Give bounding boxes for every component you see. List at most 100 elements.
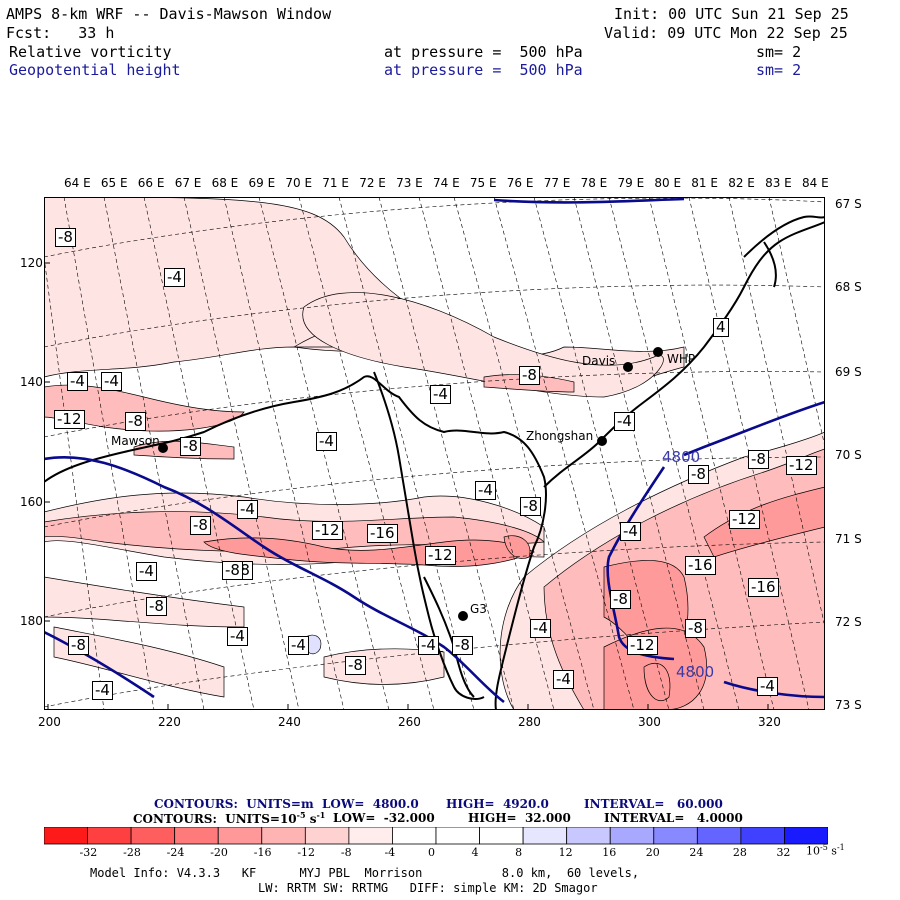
contour-label: -4: [136, 562, 157, 581]
footer-vort-contours: CONTOURS: UNITS=10-5 s-1: [133, 810, 325, 826]
colorbar-swatch: [174, 827, 219, 845]
colorbar-units-sexp: -1: [836, 843, 845, 852]
contour-label: -4: [101, 372, 122, 391]
y-tick-label: 180: [20, 614, 43, 628]
latitude-label: 71 S: [835, 532, 862, 546]
longitude-label: 77 E: [543, 176, 571, 190]
station-dot-zhongshan: [597, 436, 607, 446]
longitude-label: 67 E: [174, 176, 202, 190]
station-dot-davis: [623, 362, 633, 372]
longitude-label: 70 E: [285, 176, 313, 190]
colorbar-swatch: [261, 827, 306, 845]
height-label: 4800: [676, 663, 715, 681]
x-tick-label: 260: [398, 715, 421, 729]
footer-vort-exp: -5: [296, 810, 306, 820]
longitude-label: 72 E: [359, 176, 386, 190]
y-tick-label: 120: [20, 256, 43, 270]
colorbar-swatch: [479, 827, 524, 845]
contour-label: -16: [367, 524, 398, 543]
footer-vort-interval: INTERVAL= 4.0000: [604, 811, 743, 825]
longitude-label: 73 E: [396, 176, 423, 190]
x-tick-label: 320: [758, 715, 781, 729]
station-label-whp: WHP: [667, 352, 696, 366]
field1-level: at pressure = 500 hPa: [384, 43, 583, 61]
latitude-label: 72 S: [835, 615, 862, 629]
colorbar-swatch: [392, 827, 437, 845]
colorbar-swatch: [87, 827, 132, 845]
longitude-label: 82 E: [728, 176, 755, 190]
contour-label: -4: [430, 385, 451, 404]
colorbar-tick-label: 32: [776, 846, 791, 859]
longitude-label: 66 E: [137, 176, 165, 190]
colorbar-swatch: [609, 827, 655, 845]
y-tick-label: 140: [20, 375, 43, 389]
colorbar-tick-label: 8: [515, 846, 523, 859]
colorbar-swatch: [217, 827, 263, 845]
colorbar-tick-label: -20: [210, 846, 228, 859]
colorbar-swatch: [696, 827, 742, 845]
contour-label: -4: [553, 670, 574, 689]
longitude-label: 69 E: [248, 176, 276, 190]
latitude-label: 73 S: [835, 698, 862, 712]
colorbar-tick-label: -32: [79, 846, 98, 859]
colorbar-swatch: [740, 827, 785, 845]
contour-label: 4: [713, 318, 729, 337]
longitude-label: 80 E: [654, 176, 682, 190]
latitude-label: 68 S: [835, 280, 862, 294]
x-tick-label: 200: [38, 715, 61, 729]
contour-label: -8: [688, 465, 709, 484]
latitude-label: 70 S: [835, 448, 862, 462]
contour-label: -12: [312, 521, 343, 540]
footer-vort-sexp: -1: [316, 810, 326, 820]
x-tick-label: 220: [158, 715, 181, 729]
colorbar-tick-label: 0: [428, 846, 435, 859]
station-dot-g3: [458, 611, 468, 621]
contour-label: -12: [729, 510, 760, 529]
axis-ticks: [44, 262, 769, 710]
x-tick-label: 300: [638, 715, 661, 729]
longitude-label: 76 E: [506, 176, 534, 190]
contour-label: -12: [786, 456, 817, 475]
longitude-label: 81 E: [691, 176, 718, 190]
contour-label: -4: [67, 372, 88, 391]
colorbar: [44, 827, 828, 845]
contour-label: -16: [748, 578, 779, 597]
contour-label: -8: [452, 636, 473, 655]
colorbar-tick-label: 4: [471, 846, 479, 859]
station-dot-whp: [653, 347, 663, 357]
contour-label: -8: [520, 497, 541, 516]
forecast-hour: Fcst: 33 h: [6, 24, 115, 42]
longitude-label: 68 E: [211, 176, 239, 190]
colorbar-swatch: [566, 827, 611, 845]
longitude-label: 75 E: [469, 176, 497, 190]
station-label-g3: G3: [470, 602, 487, 616]
colorbar-tick-label: -12: [297, 846, 316, 859]
colorbar-tick-label: 28: [732, 846, 747, 859]
footer-height-interval: INTERVAL= 60.000: [584, 797, 723, 811]
contour-label: -4: [530, 619, 551, 638]
colorbar-swatch: [784, 827, 828, 845]
colorbar-tick-label: -4: [384, 846, 396, 859]
contour-label: -4: [288, 636, 309, 655]
colorbar-swatch: [304, 827, 350, 845]
colorbar-tick-label: 12: [558, 846, 573, 859]
contour-label: -8: [180, 437, 201, 456]
colorbar-units: 10-5 s-1: [806, 843, 845, 858]
colorbar-swatch: [348, 827, 393, 845]
field2-smoothing: sm= 2: [756, 61, 802, 79]
colorbar-swatch: [130, 827, 176, 845]
contour-label: -4: [164, 268, 185, 287]
contour-label: -4: [316, 432, 337, 451]
contour-label: -8: [519, 366, 540, 385]
colorbar-tick-label: 24: [689, 846, 704, 859]
colorbar-tick-label: -28: [123, 846, 141, 859]
page-title: AMPS 8-km WRF -- Davis-Mawson Window: [6, 5, 332, 23]
contour-label: -4: [237, 500, 258, 519]
contour-label: -8: [146, 597, 167, 616]
colorbar-tick-label: 16: [602, 846, 617, 859]
init-time: Init: 00 UTC Sun 21 Sep 25: [614, 5, 849, 23]
station-label-mawson: Mawson: [111, 434, 160, 448]
field2-level: at pressure = 500 hPa: [384, 61, 583, 79]
colorbar-tick-label: -16: [253, 846, 272, 859]
model-info: Model Info: V4.3.3 KF MYJ PBL Morrison 8…: [90, 866, 640, 880]
